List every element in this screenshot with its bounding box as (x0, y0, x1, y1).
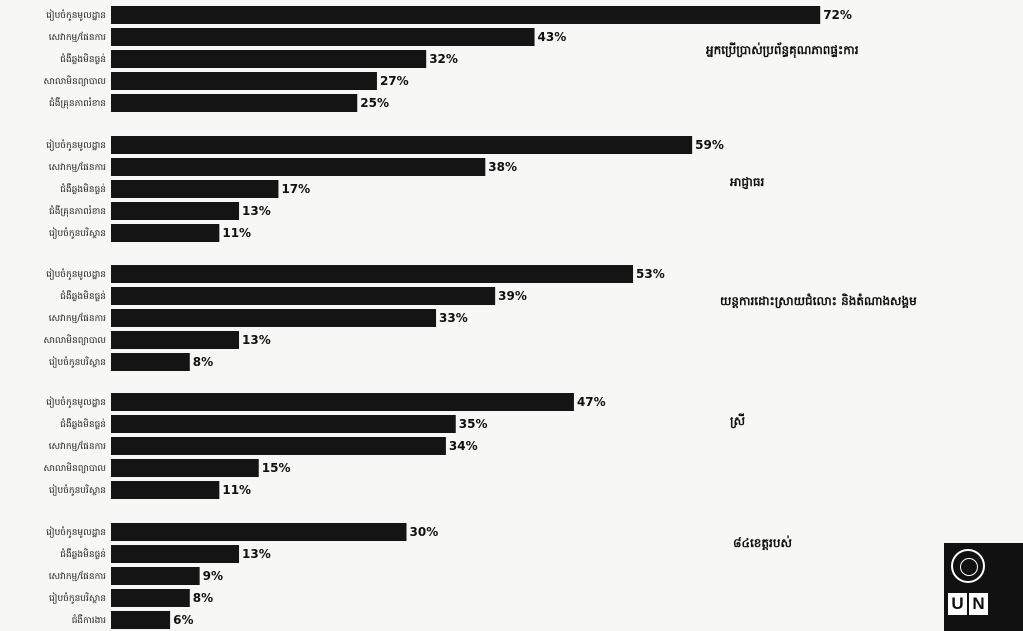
bar (111, 94, 358, 112)
value-label: 47% (577, 395, 606, 409)
category-label: រៀបចំកូនមូលដ្ឋាន (46, 268, 106, 280)
value-label: 13% (242, 333, 271, 347)
bar (111, 224, 220, 242)
bar (111, 158, 486, 176)
bar (111, 28, 535, 46)
category-label: សាលាមិនព្យាបាល (43, 334, 106, 346)
category-label: សាលាមិនព្យាបាល (43, 75, 106, 87)
value-label: 8% (193, 591, 213, 605)
category-label: រៀបចំកូនបរិស្ថាន (49, 592, 106, 604)
value-label: 43% (538, 30, 567, 44)
category-label: សេវាកម្ម/ផែនការ (49, 161, 106, 173)
bar (111, 287, 496, 305)
chart-group-4: រៀបចំកូនមូលដ្ឋាន 47% ជំងឺឆ្លងមិនធ្ងន់ 35% សេ… (43, 393, 746, 499)
category-label: សាលាមិនព្យាបាល (43, 462, 106, 474)
bar (111, 331, 240, 349)
chart-group-1: រៀបចំកូនមូលដ្ឋាន 72% សេវាកម្ម/ផែនការ 43% ជំង… (43, 6, 859, 112)
category-label: ជំងឺឆ្លងមិនធ្ងន់ (60, 183, 106, 195)
category-label: ជំងឺគ្រុនភាពរំខាន (49, 205, 106, 217)
bar (111, 202, 240, 220)
value-label: 13% (242, 204, 271, 218)
bar (111, 72, 377, 90)
un-letter-n: N (969, 593, 988, 615)
value-label: 35% (459, 417, 488, 431)
category-label: រៀបចំកូនមូលដ្ឋាន (46, 139, 106, 151)
category-label: រៀបចំកូនបរិស្ថាន (49, 484, 106, 496)
bar (111, 611, 171, 629)
bar (111, 481, 220, 499)
value-label: 8% (193, 355, 213, 369)
value-label: 59% (695, 138, 724, 152)
category-label: ជំងឺឆ្លងមិនធ្ងន់ (60, 418, 106, 430)
value-label: 13% (242, 547, 271, 561)
value-label: 32% (429, 52, 458, 66)
value-label: 15% (262, 461, 291, 475)
group-title: អាជ្ញាធរ (729, 175, 764, 190)
bar (111, 523, 407, 541)
value-label: 39% (498, 289, 527, 303)
category-label: ជំងឺឆ្លងមិនធ្ងន់ (60, 548, 106, 560)
category-label: សេវាកម្ម/ផែនការ (49, 312, 106, 324)
category-label: សេវាកម្ម/ផែនការ (49, 440, 106, 452)
bar (111, 393, 574, 411)
value-label: 30% (410, 525, 439, 539)
bar (111, 545, 240, 563)
category-label: រៀបចំកូនមូលដ្ឋាន (46, 9, 106, 21)
bar (111, 353, 190, 371)
un-letters: U N (948, 593, 990, 615)
category-label: រៀបចំកូនបរិស្ថាន (49, 227, 106, 239)
bar (111, 309, 437, 327)
bar (111, 136, 693, 154)
bar (111, 50, 427, 68)
category-label: សេវាកម្ម/ផែនការ (49, 31, 106, 43)
un-logo: U N (944, 543, 1023, 631)
group-title: ៨៤ខេត្តរបស់ (733, 535, 792, 551)
group-title: ស្រី (730, 413, 746, 429)
category-label: រៀបចំកូនមូលដ្ឋាន (46, 396, 106, 408)
value-label: 17% (281, 182, 310, 196)
value-label: 11% (222, 226, 251, 240)
value-label: 27% (380, 74, 409, 88)
value-label: 33% (439, 311, 468, 325)
category-label: រៀបចំកូនបរិស្ថាន (49, 356, 106, 368)
category-label: ជំងឺឆ្លងមិនធ្ងន់ (60, 290, 106, 302)
group-title: យន្តការដោះស្រាយជំលោះ និងតំណាងសង្គម (720, 293, 917, 309)
bar (111, 265, 634, 283)
bar (111, 6, 821, 24)
bar (111, 415, 456, 433)
un-globe-icon (951, 549, 985, 583)
category-label: សេវាកម្ម/ផែនការ (49, 570, 106, 582)
value-label: 6% (173, 613, 193, 627)
value-label: 25% (360, 96, 389, 110)
category-label: រៀបចំកូនមូលដ្ឋាន (46, 526, 106, 538)
bar (111, 459, 259, 477)
category-label: ជំងឺគ្រុនភាពរំខាន (49, 97, 106, 109)
chart-group-3: រៀបចំកូនមូលដ្ឋាន 53% ជំងឺឆ្លងមិនធ្ងន់ 39% សេ… (43, 265, 917, 371)
un-letter-u: U (948, 593, 967, 615)
value-label: 53% (636, 267, 665, 281)
category-label: ជំងឺឆ្លងមិនធ្ងន់ (60, 53, 106, 65)
chart-group-5: រៀបចំកូនមូលដ្ឋាន 30% ជំងឺឆ្លងមិនធ្ងន់ 13% សេ… (46, 523, 792, 629)
value-label: 34% (449, 439, 478, 453)
category-label: ជំងឺការងារ (72, 614, 106, 626)
value-label: 9% (203, 569, 223, 583)
bar (111, 180, 279, 198)
value-label: 38% (488, 160, 517, 174)
group-title: អ្នកប្រើប្រាស់ប្រព័ន្ធគុណភាពផ្ទះការ (705, 42, 859, 59)
bar (111, 567, 200, 585)
value-label: 11% (222, 483, 251, 497)
chart-group-2: រៀបចំកូនមូលដ្ឋាន 59% សេវាកម្ម/ផែនការ 38% ជំង… (46, 136, 764, 242)
value-label: 72% (823, 8, 852, 22)
bar (111, 437, 446, 455)
bar (111, 589, 190, 607)
